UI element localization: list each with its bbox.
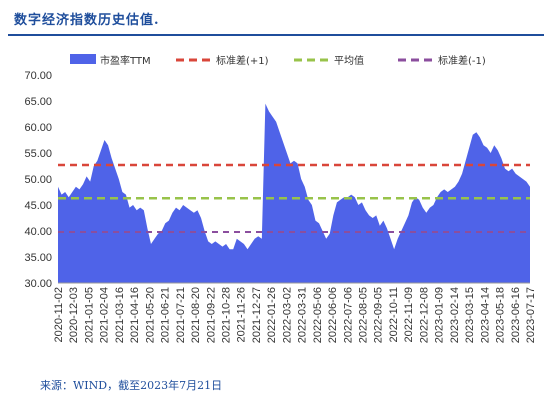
x-tick-label: 2023-07-17: [525, 287, 537, 343]
legend-item-std-plus-1-label: 标准差(+1): [216, 54, 269, 67]
x-tick-label: 2022-06-06: [327, 287, 339, 343]
x-tick-label: 2021-07-21: [175, 287, 187, 343]
x-tick-label: 2022-11-09: [403, 287, 415, 342]
x-tick-label: 2022-12-08: [418, 287, 430, 343]
source-note: 来源：WIND，截至2023年7月21日: [40, 379, 223, 392]
x-tick-label: 2022-08-05: [358, 287, 370, 343]
legend-item-std-minus-1-label: 标准差(-1): [438, 54, 486, 67]
x-tick-label: 2021-05-20: [144, 287, 156, 343]
y-tick-label: 30.00: [24, 278, 52, 290]
y-tick-label: 40.00: [24, 226, 52, 238]
legend-item-mean-label: 平均值: [334, 54, 364, 67]
y-tick-label: 70.00: [24, 70, 52, 82]
x-tick-label: 2021-12-27: [251, 287, 263, 343]
y-tick-label: 50.00: [24, 174, 52, 186]
x-tick-label: 2021-10-28: [220, 287, 232, 343]
x-tick-label: 2021-02-04: [99, 287, 111, 343]
x-tick-label: 2021-09-22: [205, 287, 217, 343]
y-tick-label: 35.00: [24, 252, 52, 264]
y-tick-label: 65.00: [24, 96, 52, 108]
x-tick-label: 2022-03-31: [297, 287, 309, 343]
x-tick-label: 2022-05-06: [312, 287, 324, 343]
legend-item-pe-ttm-swatch: [70, 54, 96, 64]
x-tick-label: 2022-10-11: [388, 287, 400, 342]
legend-item-pe-ttm-label: 市盈率TTM: [100, 54, 151, 67]
series-area-pe-ttm: [58, 103, 530, 283]
y-tick-label: 60.00: [24, 122, 52, 134]
chart-title: 数字经济指数历史估值.: [14, 13, 160, 28]
x-tick-label: 2023-05-18: [495, 287, 507, 343]
x-tick-label: 2021-01-05: [83, 287, 95, 343]
x-tick-label: 2021-11-26: [236, 287, 248, 342]
x-tick-label: 2023-01-09: [434, 287, 446, 343]
x-tick-label: 2023-04-14: [479, 287, 491, 343]
title-divider: [8, 34, 544, 36]
y-tick-label: 45.00: [24, 200, 52, 212]
x-tick-label: 2022-07-06: [342, 287, 354, 343]
x-tick-label: 2022-01-26: [266, 287, 278, 343]
y-tick-label: 55.00: [24, 148, 52, 160]
x-tick-label: 2021-03-16: [114, 287, 126, 343]
x-tick-label: 2021-08-20: [190, 287, 202, 343]
x-tick-label: 2023-03-15: [464, 287, 476, 343]
x-tick-label: 2020-12-03: [68, 287, 80, 343]
x-tick-label: 2021-04-16: [129, 287, 141, 343]
x-tick-label: 2023-02-14: [449, 287, 461, 343]
x-tick-label: 2023-06-16: [510, 287, 522, 343]
x-tick-label: 2021-06-21: [160, 287, 172, 343]
x-tick-label: 2022-09-05: [373, 287, 385, 343]
x-tick-label: 2022-03-02: [281, 287, 293, 343]
x-tick-label: 2020-11-02: [53, 287, 65, 342]
